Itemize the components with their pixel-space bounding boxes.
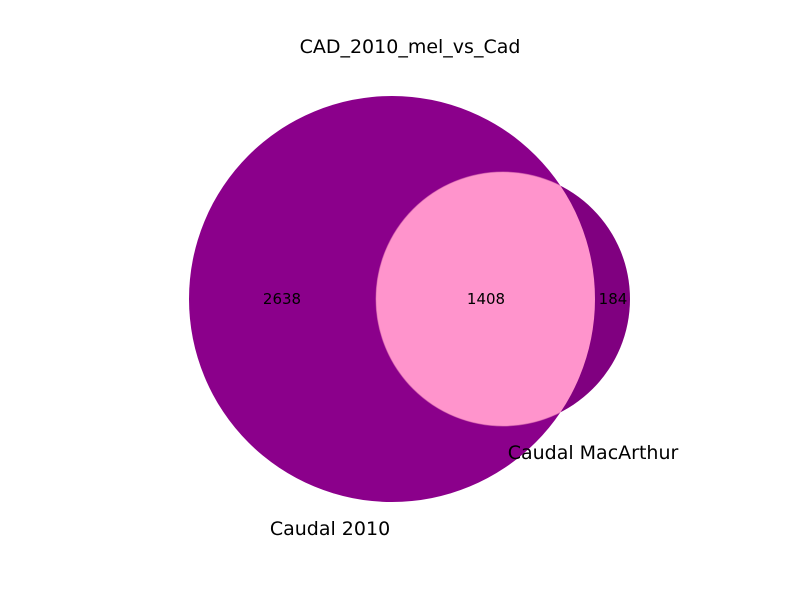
count-caudal-macarthur-only: 184 xyxy=(599,290,628,308)
count-caudal-2010-only: 2638 xyxy=(263,290,301,308)
set-label-caudal-macarthur: Caudal MacArthur xyxy=(508,442,679,464)
set-label-caudal-2010: Caudal 2010 xyxy=(270,518,390,540)
diagram-title: CAD_2010_mel_vs_Cad xyxy=(300,36,521,58)
intersection-region xyxy=(376,172,595,426)
intersection-outline xyxy=(375,171,595,427)
count-intersection: 1408 xyxy=(467,290,505,308)
